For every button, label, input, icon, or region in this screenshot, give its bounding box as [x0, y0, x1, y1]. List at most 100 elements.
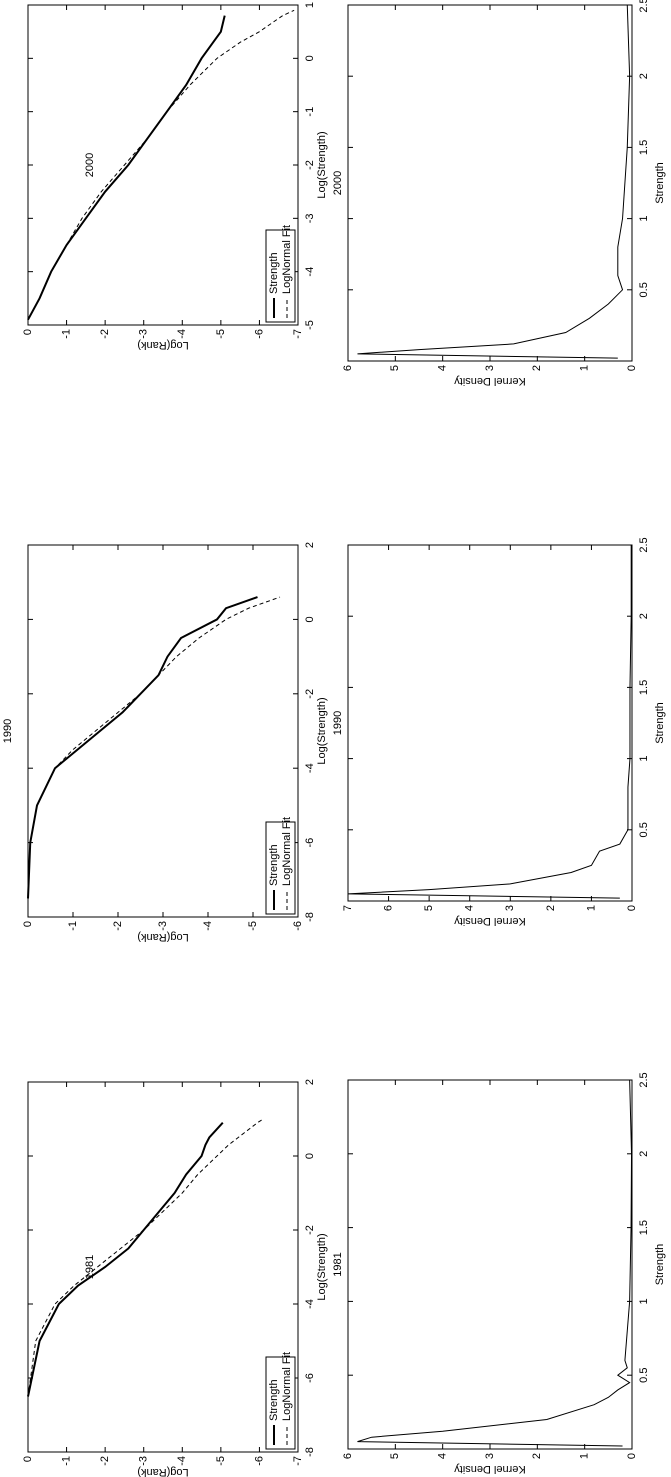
- x-tick-label: -4: [304, 267, 316, 277]
- y-axis-label: Kernel Density: [454, 375, 526, 387]
- y-tick-label: -7: [292, 329, 304, 339]
- y-tick-label: -6: [253, 1456, 265, 1466]
- series-line: [27, 15, 226, 321]
- y-tick-label: -3: [138, 329, 150, 339]
- x-axis-label: Strength: [654, 702, 666, 744]
- series-line: [27, 9, 295, 320]
- y-tick-label: 5: [389, 1453, 401, 1459]
- x-tick-label: 0.5: [638, 822, 650, 837]
- x-axis-label: Log(Strength): [316, 131, 328, 198]
- y-tick-label: -2: [99, 329, 111, 339]
- y-tick-label: 2: [531, 365, 543, 371]
- y-tick-label: -4: [176, 1456, 188, 1466]
- y-tick-label: 5: [389, 365, 401, 371]
- y-tick-label: 3: [484, 365, 496, 371]
- plot-frame: [347, 4, 633, 362]
- y-tick-label: -7: [292, 1456, 304, 1466]
- series-line: [357, 4, 631, 359]
- y-tick-label: 4: [464, 905, 476, 911]
- y-tick-label: -5: [215, 1456, 227, 1466]
- y-tick-label: 1: [579, 365, 591, 371]
- y-axis-label: Log(Rank): [137, 1466, 188, 1477]
- x-tick-label: 1.5: [638, 140, 650, 155]
- x-tick-label: 0.5: [638, 1368, 650, 1383]
- x-tick-label: 0: [304, 1153, 316, 1159]
- y-tick-label: 0: [626, 1453, 638, 1459]
- y-tick-label: 4: [437, 365, 449, 371]
- x-tick-label: -2: [304, 1225, 316, 1235]
- chart-title: 1990: [332, 711, 344, 735]
- y-tick-label: -4: [202, 921, 214, 931]
- y-tick-label: 5: [423, 905, 435, 911]
- y-tick-label: -5: [247, 921, 259, 931]
- x-tick-label: -3: [304, 213, 316, 223]
- series-line: [357, 1079, 633, 1447]
- y-tick-label: 0: [22, 1456, 34, 1462]
- x-tick-label: 2.5: [638, 0, 650, 13]
- y-axis-label: Kernel Density: [454, 1463, 526, 1475]
- x-axis-label: Log(Strength): [316, 697, 328, 764]
- x-axis-label: Strength: [654, 162, 666, 204]
- y-tick-label: 0: [626, 365, 638, 371]
- x-tick-label: -2: [304, 160, 316, 170]
- x-tick-label: 1.5: [638, 1220, 650, 1235]
- x-tick-label: -5: [304, 320, 316, 330]
- x-tick-label: 2: [638, 613, 650, 619]
- x-tick-label: 2: [638, 73, 650, 79]
- series-line: [347, 545, 632, 899]
- series-line: [27, 1118, 264, 1397]
- plot-frame: [27, 4, 299, 326]
- y-tick-label: 0: [22, 329, 34, 335]
- legend-label: Strength: [268, 844, 280, 886]
- y-tick-label: 7: [342, 905, 354, 911]
- plot-frame: [347, 544, 633, 902]
- plot-frame: [27, 1081, 299, 1453]
- x-tick-label: -8: [304, 1447, 316, 1457]
- legend-label: Strength: [268, 1379, 280, 1421]
- y-tick-label: -5: [215, 329, 227, 339]
- x-tick-label: -4: [304, 1299, 316, 1309]
- y-tick-label: 6: [342, 1453, 354, 1459]
- y-tick-label: -4: [176, 329, 188, 339]
- y-tick-label: -2: [99, 1456, 111, 1466]
- y-tick-label: 3: [504, 905, 516, 911]
- y-tick-label: 6: [382, 905, 394, 911]
- series-line: [27, 596, 258, 899]
- y-tick-label: 2: [531, 1453, 543, 1459]
- y-tick-label: 2: [545, 905, 557, 911]
- y-tick-label: -1: [60, 1456, 72, 1466]
- x-axis-label: Log(Strength): [316, 1233, 328, 1300]
- x-tick-label: -2: [304, 689, 316, 699]
- y-tick-label: 0: [22, 921, 34, 927]
- x-tick-label: 0: [304, 616, 316, 622]
- x-axis-label: Strength: [654, 1244, 666, 1286]
- x-tick-label: 2: [304, 1079, 316, 1085]
- y-tick-label: -2: [112, 921, 124, 931]
- legend-label: LogNormal Fit: [281, 225, 293, 294]
- x-tick-label: -8: [304, 912, 316, 922]
- y-tick-label: -1: [67, 921, 79, 931]
- y-tick-label: 4: [437, 1453, 449, 1459]
- x-tick-label: 1: [638, 756, 650, 762]
- x-tick-label: 1: [304, 2, 316, 8]
- x-tick-label: 2: [638, 1151, 650, 1157]
- y-tick-label: -1: [60, 329, 72, 339]
- y-tick-label: 1: [585, 905, 597, 911]
- x-tick-label: -6: [304, 838, 316, 848]
- y-tick-label: 3: [484, 1453, 496, 1459]
- x-tick-label: 2.5: [638, 1072, 650, 1087]
- y-tick-label: -3: [138, 1456, 150, 1466]
- x-tick-label: 1: [638, 216, 650, 222]
- y-tick-label: 0: [626, 905, 638, 911]
- x-tick-label: 0: [304, 55, 316, 61]
- x-tick-label: 1.5: [638, 680, 650, 695]
- chart-title: 1981: [84, 1255, 96, 1279]
- chart-title: 2000: [332, 171, 344, 195]
- x-tick-label: -4: [304, 763, 316, 773]
- chart-title: 1981: [332, 1252, 344, 1276]
- y-tick-label: -3: [157, 921, 169, 931]
- chart-title: 1990: [2, 719, 14, 743]
- legend-label: Strength: [268, 252, 280, 294]
- chart-title: 2000: [84, 153, 96, 177]
